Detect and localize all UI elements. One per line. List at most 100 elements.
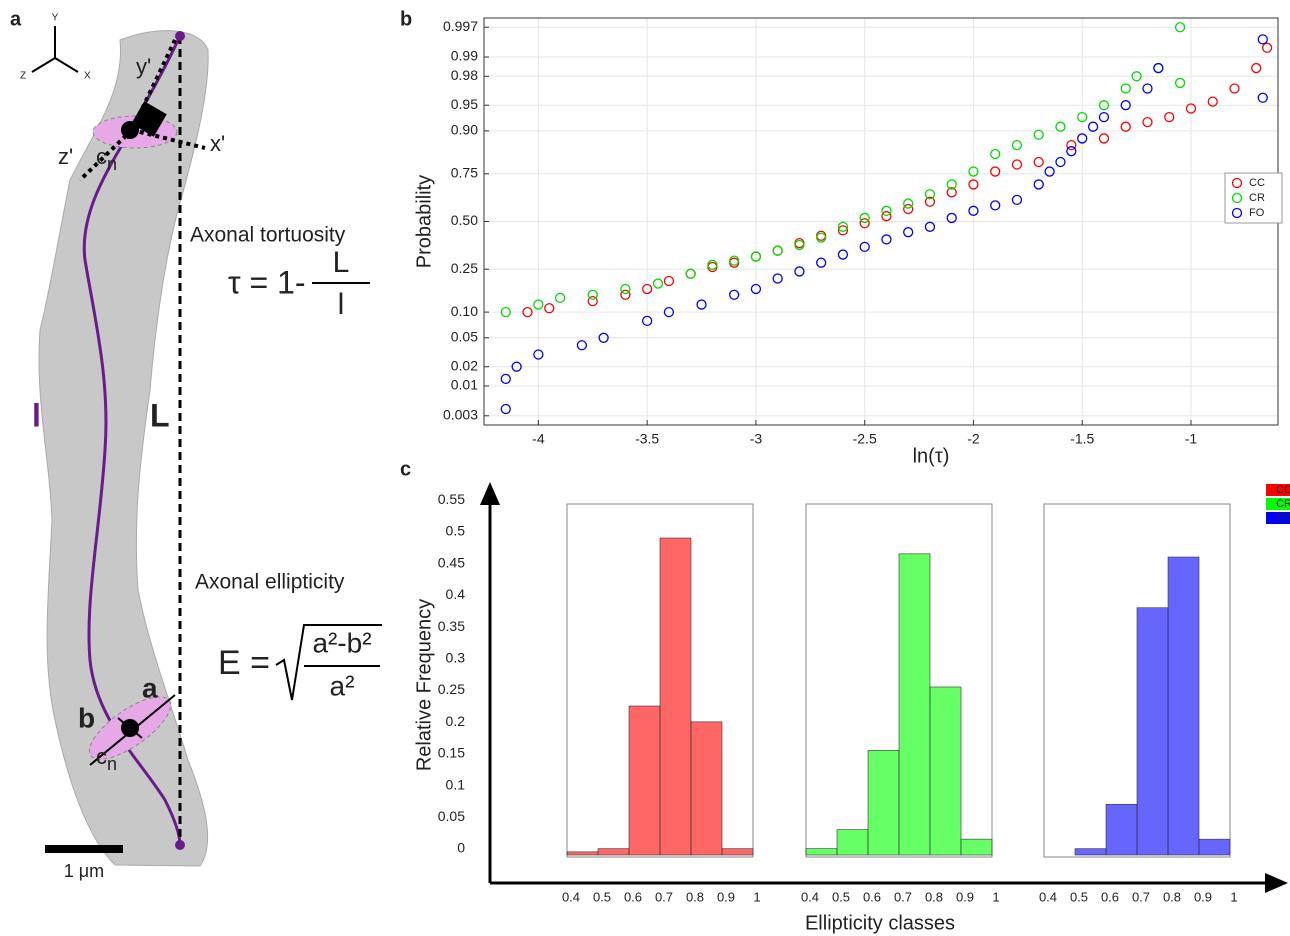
x-tick-label: 0.6 [624, 889, 642, 904]
data-point [946, 187, 957, 198]
data-point [794, 239, 805, 251]
data-point [642, 315, 653, 326]
axis-icon-label: Z [20, 71, 26, 82]
data-point [990, 200, 1001, 211]
end-dot [175, 31, 185, 41]
y-tick-label: 0.997 [443, 18, 478, 34]
x-tick-label: 0.8 [1163, 889, 1181, 904]
data-point [816, 232, 827, 243]
histogram-bar [690, 721, 723, 856]
data-point [1033, 179, 1044, 190]
data-point [663, 275, 675, 287]
y-axis-arrow [480, 482, 500, 505]
data-point [1229, 83, 1240, 94]
ellipticity-title: Axonal ellipticity [195, 571, 345, 594]
subplot-frame [805, 503, 993, 858]
x-tick-label: -1.5 [1070, 431, 1094, 447]
histogram-bar [721, 848, 754, 856]
data-point [946, 212, 957, 224]
x-tick-label: -3 [750, 431, 763, 447]
data-point [652, 278, 664, 289]
y-tick-label: 0.2 [446, 713, 466, 729]
data-point [729, 257, 740, 268]
data-point [587, 295, 598, 307]
histogram-bar [929, 686, 962, 856]
tortuosity-den: l [338, 288, 345, 321]
axon-diagram [31, 26, 382, 867]
x-tick-label: 0.4 [562, 889, 580, 904]
data-point [903, 203, 914, 215]
data-point [1087, 121, 1099, 132]
x-tick-label: 0.7 [655, 889, 673, 904]
legend-label: CC [1276, 484, 1290, 496]
data-point [729, 289, 740, 300]
y-tick-label: 0.45 [438, 554, 465, 570]
data-point [729, 255, 740, 266]
histogram-bar [1167, 556, 1200, 856]
frame-label: y' [136, 54, 151, 79]
data-point [837, 249, 849, 260]
y-tick-label: 0.01 [451, 377, 478, 393]
y-tick-label: 0.75 [451, 165, 478, 181]
tortuosity-num: L [333, 246, 350, 279]
x-tick-label: -3.5 [635, 431, 659, 447]
scale-bar [45, 845, 123, 853]
data-point [750, 283, 762, 295]
data-point [924, 189, 936, 200]
x-tick-label: 0.7 [1132, 889, 1150, 904]
y-tick-label: 0.10 [451, 303, 478, 319]
x-axis-arrow [1265, 873, 1288, 893]
data-point [1153, 62, 1164, 74]
center-label: cn [96, 744, 117, 774]
histogram-bar [1105, 803, 1138, 856]
data-point [1055, 121, 1066, 132]
data-point [1120, 121, 1131, 132]
x-tick-label: -2 [967, 431, 980, 447]
x-tick-label: -2.5 [853, 431, 877, 447]
data-point [837, 221, 849, 232]
histogram-bar [628, 705, 661, 856]
histogram-bar [867, 750, 900, 856]
data-point [533, 299, 544, 310]
data-point [1257, 92, 1268, 103]
histogram-bar [1074, 848, 1107, 856]
data-point [533, 349, 544, 360]
tortuosity-formula: τ = 1- [228, 264, 306, 300]
data-point [1142, 117, 1153, 128]
data-point [772, 245, 783, 256]
data-point [859, 212, 870, 224]
data-point [1207, 96, 1218, 107]
data-point [750, 251, 762, 262]
data-point [1257, 34, 1268, 45]
y-axis-label: Relative Frequency [413, 599, 435, 771]
data-point [500, 373, 511, 385]
data-point [1066, 139, 1077, 151]
data-point [1142, 83, 1153, 94]
x-tick-label: 1 [992, 889, 999, 904]
data-point [968, 179, 979, 190]
data-point [511, 361, 522, 372]
x-tick-label: 0.4 [1039, 889, 1057, 904]
data-point [500, 403, 511, 415]
y-tick-label: 0.90 [451, 122, 478, 138]
data-point [881, 211, 892, 222]
x-tick-label: 0.5 [593, 889, 611, 904]
data-point [903, 227, 914, 238]
x-tick-label: 0.4 [801, 889, 819, 904]
path-length-label: l [32, 397, 41, 433]
y-tick-label: 0.99 [451, 48, 478, 64]
data-point [1174, 77, 1186, 89]
data-point [620, 289, 631, 300]
minor-label: b [78, 702, 95, 733]
data-point [1077, 112, 1088, 123]
y-tick-label: 0.25 [438, 681, 465, 697]
x-tick-label: 0.6 [863, 889, 881, 904]
data-point [881, 205, 892, 216]
y-tick-label: 0 [457, 840, 465, 856]
data-point [1011, 159, 1023, 170]
axis-icon-label: X [84, 71, 91, 82]
ellipticity-formula: E = [218, 644, 270, 682]
legend-swatch [1266, 498, 1290, 510]
legend-label: CC [1249, 177, 1265, 189]
data-point [1011, 139, 1023, 151]
